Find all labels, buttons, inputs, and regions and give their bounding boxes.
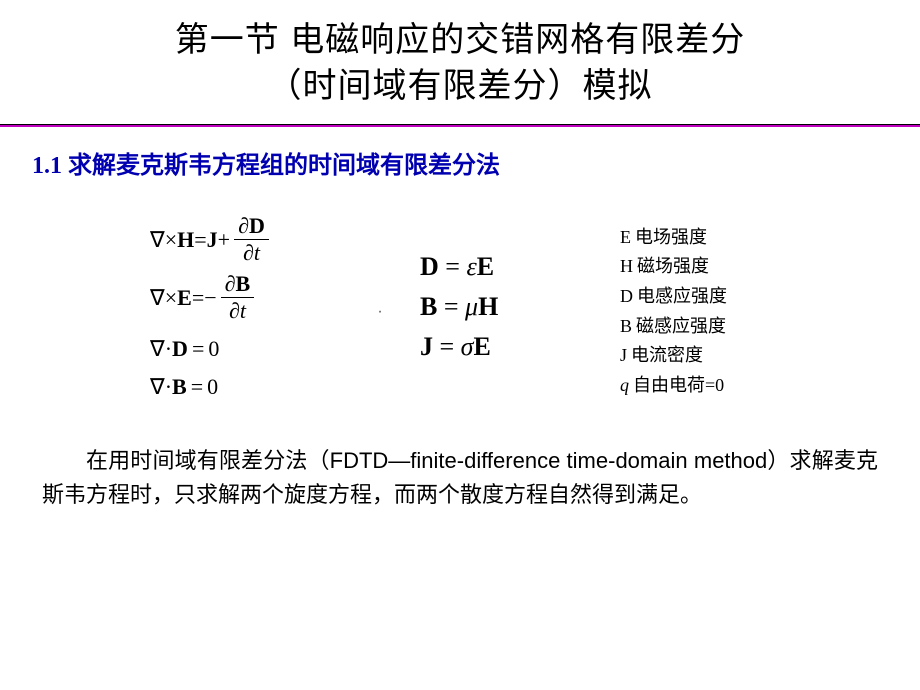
legend-j: J电流密度 xyxy=(620,341,820,371)
body-paragraph: 在用时间域有限差分法（FDTD—finite-difference time-d… xyxy=(42,444,878,512)
eq-d-ee: D = εE xyxy=(420,252,580,282)
frac-den: ∂t xyxy=(239,240,264,264)
zero: 0 xyxy=(208,336,219,362)
var-j: J xyxy=(207,227,218,253)
frac-num: ∂B xyxy=(221,273,255,298)
eq-curl-e: ∇× E = − ∂B ∂t xyxy=(150,274,370,322)
zero: 0 xyxy=(207,374,218,400)
var-h: H xyxy=(177,227,194,253)
legend-b: B磁感应强度 xyxy=(620,312,820,342)
equals: = xyxy=(194,227,206,253)
title-line-1: 第一节 电磁响应的交错网格有限差分 xyxy=(0,18,920,64)
neg: − xyxy=(204,285,216,311)
eq-div-b: ∇· B = 0 xyxy=(150,370,370,404)
section-heading: 1.1 求解麦克斯韦方程组的时间域有限差分法 xyxy=(32,145,920,180)
variable-legend: E电场强度 H磁场强度 D电感应强度 B磁感应强度 J电流密度 q自由电荷=0 xyxy=(620,223,820,401)
dot-marker: · xyxy=(370,303,390,321)
equations-area: ∇× H = J + ∂D ∂t ∇× E = − ∂B ∂t ∇· D = 0 xyxy=(0,216,920,408)
legend-e: E电场强度 xyxy=(620,223,820,253)
plus: + xyxy=(218,227,230,253)
equals: = xyxy=(191,374,203,400)
title-divider xyxy=(0,124,920,127)
legend-d: D电感应强度 xyxy=(620,282,820,312)
maxwell-equations: ∇× H = J + ∂D ∂t ∇× E = − ∂B ∂t ∇· D = 0 xyxy=(150,216,370,408)
fraction-db-dt: ∂B ∂t xyxy=(221,273,255,322)
eq-curl-h: ∇× H = J + ∂D ∂t xyxy=(150,216,370,264)
equals: = xyxy=(192,285,204,311)
constitutive-relations: D = εE B = μH J = σE xyxy=(420,252,580,372)
nabla-dot: ∇· xyxy=(150,336,172,362)
title-line-2: （时间域有限差分）模拟 xyxy=(0,64,920,110)
var-d: D xyxy=(172,336,188,362)
frac-den: ∂t xyxy=(225,298,250,322)
slide-title: 第一节 电磁响应的交错网格有限差分 （时间域有限差分）模拟 xyxy=(0,0,920,120)
fraction-dd-dt: ∂D ∂t xyxy=(234,215,269,264)
frac-num: ∂D xyxy=(234,215,269,240)
nabla-cross: ∇× xyxy=(150,227,177,253)
legend-q: q自由电荷=0 xyxy=(620,371,820,401)
equals: = xyxy=(192,336,204,362)
eq-b-mh: B = μH xyxy=(420,292,580,322)
legend-h: H磁场强度 xyxy=(620,252,820,282)
nabla-dot: ∇· xyxy=(150,374,172,400)
eq-div-d: ∇· D = 0 xyxy=(150,332,370,366)
var-b: B xyxy=(172,374,187,400)
nabla-cross: ∇× xyxy=(150,285,177,311)
eq-j-se: J = σE xyxy=(420,332,580,362)
var-e: E xyxy=(177,285,192,311)
